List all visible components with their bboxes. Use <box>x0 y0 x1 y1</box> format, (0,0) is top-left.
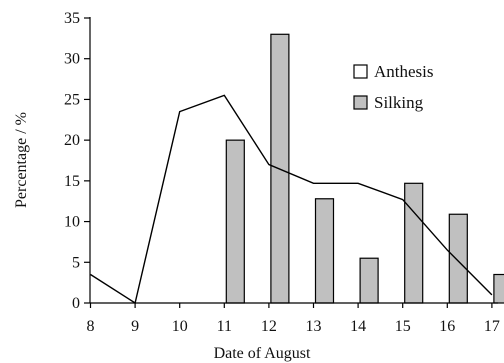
y-tick-label: 30 <box>64 51 80 68</box>
legend-swatch <box>353 95 368 110</box>
bar-silking <box>359 257 379 304</box>
x-tick-label: 11 <box>217 318 232 335</box>
bar-silking <box>314 198 335 304</box>
x-tick-label: 14 <box>350 318 366 335</box>
legend-label: Silking <box>374 93 424 112</box>
y-tick-label: 10 <box>64 214 80 231</box>
x-tick-label: 16 <box>439 318 455 335</box>
y-ticks: 0 5 10 15 20 25 30 35 <box>64 10 90 312</box>
x-tick-label: 8 <box>87 318 95 335</box>
x-tick-label: 13 <box>306 318 322 335</box>
y-tick-label: 0 <box>72 295 80 312</box>
y-tick-label: 15 <box>64 173 80 190</box>
y-tick-label: 5 <box>72 254 80 271</box>
legend-swatch <box>353 64 368 79</box>
y-tick-label: 35 <box>64 10 80 27</box>
legend: Anthesis Silking <box>353 62 434 112</box>
bar-silking <box>448 213 468 304</box>
x-tick-label: 12 <box>261 318 277 335</box>
bar-silking <box>404 182 424 304</box>
line-anthesis <box>90 94 493 305</box>
x-tick-label: 17 <box>484 318 500 335</box>
bar-silking <box>225 139 245 304</box>
bar-silking <box>493 273 504 304</box>
x-ticks: 8 9 10 11 12 13 14 15 16 17 <box>87 303 500 335</box>
x-tick-label: 10 <box>172 318 188 335</box>
y-axis-title: Percentage / % <box>13 112 30 208</box>
x-tick-label: 9 <box>131 318 139 335</box>
x-axis-title: Date of August <box>214 345 311 362</box>
y-tick-label: 25 <box>64 91 80 108</box>
legend-label: Anthesis <box>374 62 434 81</box>
x-tick-label: 15 <box>395 318 411 335</box>
plot-area <box>90 33 504 305</box>
y-tick-label: 20 <box>64 132 80 149</box>
